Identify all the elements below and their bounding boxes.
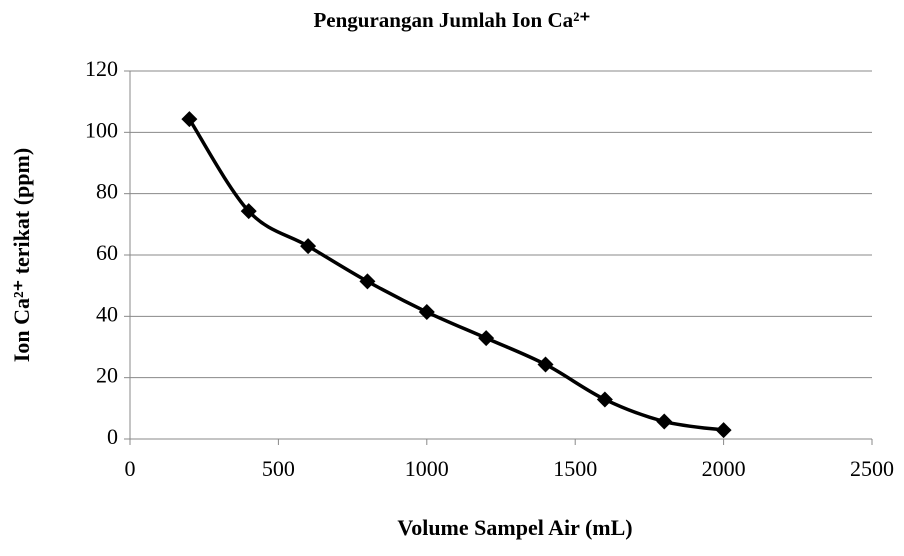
data-point: [359, 273, 376, 290]
y-axis-label: Ion Ca²⁺ terikat (ppm): [9, 148, 34, 362]
data-point: [478, 330, 495, 347]
y-tick-label: 0: [107, 424, 118, 449]
series-line: [187, 118, 724, 432]
x-tick-label: 500: [262, 456, 295, 481]
y-tick-label: 60: [96, 240, 118, 265]
data-point: [418, 304, 435, 321]
data-point: [537, 356, 554, 373]
data-point: [181, 111, 198, 128]
data-point: [656, 413, 673, 430]
x-tick-label: 1500: [553, 456, 597, 481]
x-tick-label: 0: [125, 456, 136, 481]
chart-title: Pengurangan Jumlah Ion Ca²⁺: [313, 8, 590, 32]
x-tick-label: 1000: [405, 456, 449, 481]
x-tick-label: 2500: [850, 456, 894, 481]
data-point: [300, 238, 317, 255]
y-tick-label: 100: [85, 117, 118, 142]
x-tick-label: 2000: [702, 456, 746, 481]
data-point: [596, 391, 613, 408]
y-tick-label: 20: [96, 363, 118, 388]
y-tick-label: 40: [96, 301, 118, 326]
data-point: [240, 203, 257, 220]
y-tick-label: 80: [96, 179, 118, 204]
x-axis-label: Volume Sampel Air (mL): [397, 515, 632, 540]
y-tick-label: 120: [85, 56, 118, 81]
data-point: [715, 422, 732, 439]
